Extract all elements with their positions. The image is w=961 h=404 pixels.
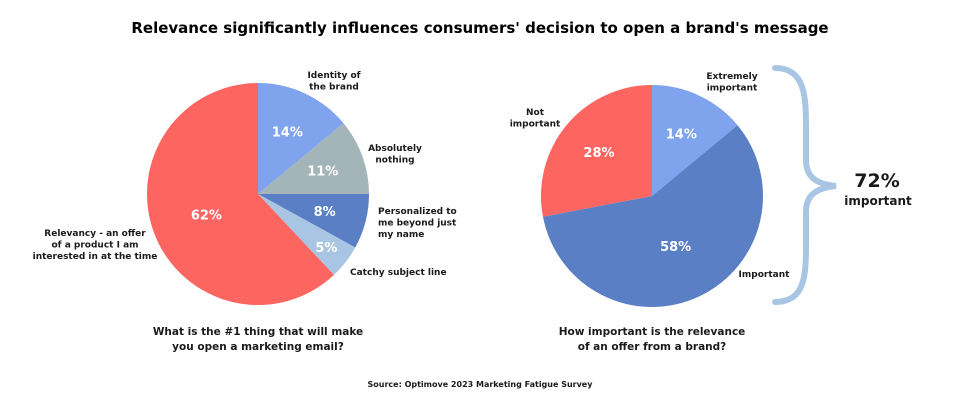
pie-slice-identity-of-the-brand bbox=[258, 83, 344, 194]
bracket-brace bbox=[772, 65, 837, 305]
pie-slice-not-important bbox=[541, 85, 652, 217]
slice-label-absolutely-nothing: Absolutely nothing bbox=[368, 144, 422, 166]
pie-chart-offer-relevance: 14% Extremely important 58% Important 28% Not i… bbox=[510, 72, 790, 353]
slice-value-identity-of-the-brand: 14% bbox=[272, 126, 303, 141]
slice-value-catchy-subject-line: 5% bbox=[315, 241, 337, 256]
important-total-value: 72% bbox=[854, 170, 899, 192]
pie-chart-email-open-reason: 14% Identity of the brand 11% Absolutely noth… bbox=[33, 71, 457, 353]
source-note: Source: Optimove 2023 Marketing Fatigue … bbox=[368, 380, 594, 389]
slice-value-relevancy-an-offer-of-a-product-i-am-interested-in-at-the-time: 62% bbox=[191, 208, 222, 223]
slice-value-personalized-to-me-beyond-just-my-name: 8% bbox=[314, 205, 336, 220]
chart-question: What is the #1 thing that will make you o… bbox=[153, 326, 363, 353]
pie-slice-relevancy-an-offer-of-a-product-i-am-interested-in-at-the-time bbox=[147, 83, 334, 305]
slice-value-not-important: 28% bbox=[583, 146, 614, 161]
slice-label-identity-of-the-brand: Identity of the brand bbox=[307, 71, 360, 93]
pie-slice-personalized-to-me-beyond-just-my-name bbox=[258, 194, 369, 248]
slice-label-important: Important bbox=[739, 270, 791, 280]
slice-value-important: 58% bbox=[660, 240, 691, 255]
slice-label-catchy-subject-line: Catchy subject line bbox=[350, 268, 447, 278]
pie-slice-absolutely-nothing bbox=[258, 123, 369, 194]
important-total-label: important bbox=[844, 194, 912, 208]
slice-label-not-important: Not important bbox=[510, 108, 561, 130]
pie-slice-catchy-subject-line bbox=[258, 194, 356, 275]
slice-label-personalized-to-me-beyond-just-my-name: Personalized to me beyond just my name bbox=[378, 207, 457, 240]
slice-value-extremely-important: 14% bbox=[666, 128, 697, 143]
chart-question: How important is the relevance of an offe… bbox=[559, 326, 746, 353]
slice-label-relevancy-an-offer-of-a-product-i-am-interested-in-at-the-time: Relevancy - an offer of a product I am int… bbox=[33, 229, 158, 262]
pie-slice-important bbox=[542, 125, 763, 308]
slice-value-absolutely-nothing: 11% bbox=[307, 165, 338, 180]
chart-title: Relevance significantly influences consu… bbox=[131, 19, 828, 37]
slice-label-extremely-important: Extremely important bbox=[706, 72, 758, 94]
pie-slice-extremely-important bbox=[652, 85, 738, 196]
